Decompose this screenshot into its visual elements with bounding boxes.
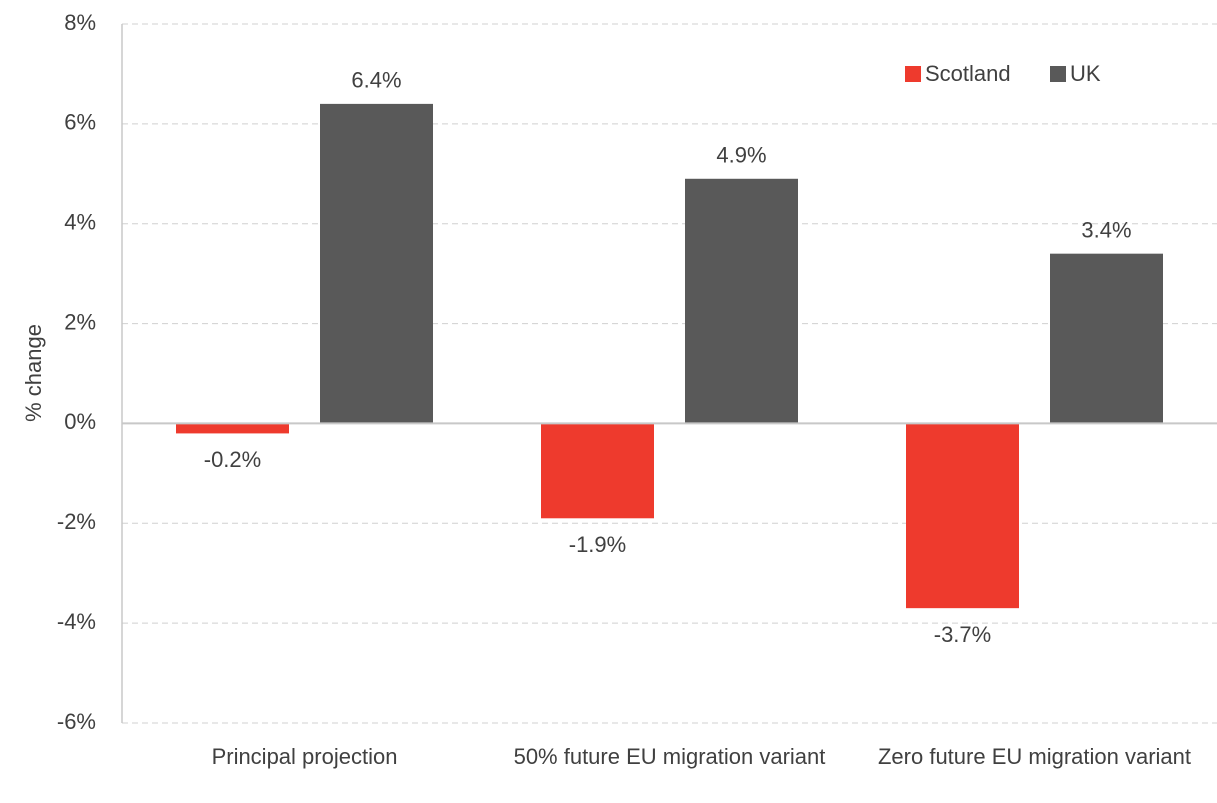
y-tick-label: -6%	[57, 709, 96, 734]
bar	[320, 103, 433, 424]
bar	[685, 178, 798, 424]
x-tick-label: 50% future EU migration variant	[513, 744, 826, 769]
legend-swatch	[1050, 66, 1066, 82]
data-label: 4.9%	[716, 143, 766, 168]
y-tick-label: 0%	[64, 409, 96, 434]
y-axis-label: % change	[21, 324, 46, 422]
data-label: 6.4%	[351, 68, 401, 93]
x-tick-label: Principal projection	[211, 744, 398, 769]
y-tick-label: 2%	[64, 309, 96, 334]
y-tick-label: 4%	[64, 210, 96, 235]
bar	[176, 423, 289, 434]
data-label: -1.9%	[569, 532, 626, 557]
bar	[1050, 253, 1163, 424]
y-tick-label: -4%	[57, 609, 96, 634]
legend-label: UK	[1070, 61, 1101, 86]
data-label: -0.2%	[204, 447, 261, 472]
y-tick-label: 6%	[64, 110, 96, 135]
y-tick-label: -2%	[57, 509, 96, 534]
data-label: 3.4%	[1081, 217, 1131, 242]
bar	[541, 423, 654, 519]
bar	[906, 423, 1019, 609]
y-tick-label: 8%	[64, 10, 96, 35]
x-tick-label: Zero future EU migration variant	[877, 744, 1192, 769]
data-label: -3.7%	[934, 622, 991, 647]
legend-swatch	[905, 66, 921, 82]
legend-label: Scotland	[925, 61, 1011, 86]
